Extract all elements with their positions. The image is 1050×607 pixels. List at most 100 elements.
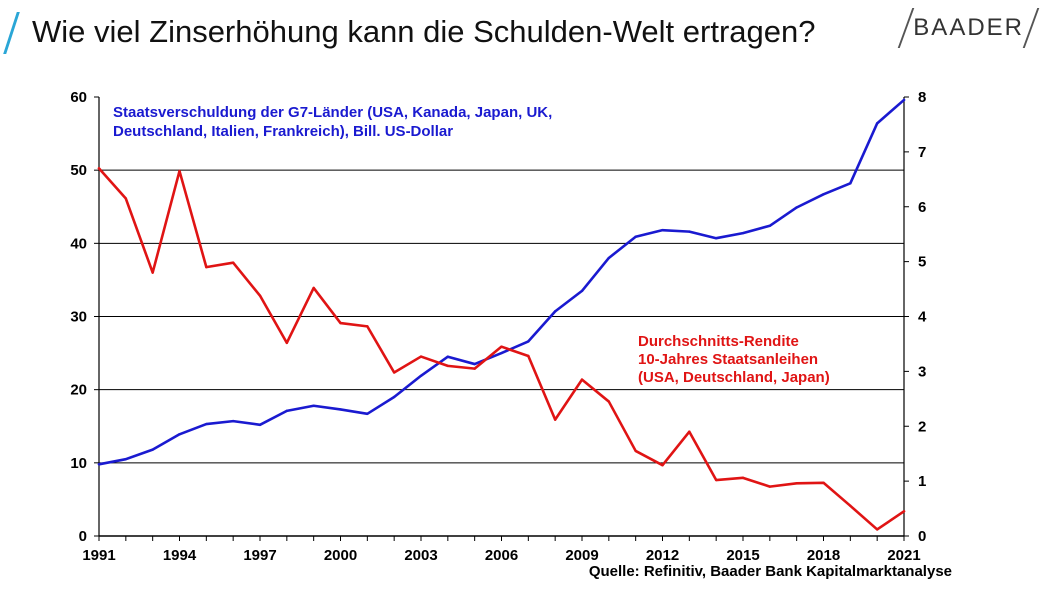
yield-data-point	[500, 345, 503, 348]
axes: 0 10 20 30 40 50 60 0 1 2 3 4 5 6 7 8 1991 1994 1997 2000 20…	[70, 89, 927, 564]
yield-data-point	[473, 367, 476, 370]
yield-data-point	[366, 325, 369, 328]
yield-data-point	[661, 464, 664, 467]
debt-data-point	[178, 433, 181, 436]
y-left-tick-label: 60	[70, 89, 87, 106]
y-left-tick-label: 10	[70, 455, 87, 472]
debt-data-point	[795, 206, 798, 209]
yield-data-point	[527, 354, 530, 358]
yield-data-point	[312, 286, 315, 290]
yield-data-point	[580, 378, 584, 381]
y-right-tick-label: 4	[918, 309, 927, 326]
debt-data-point	[688, 230, 691, 233]
y-left-tick-label: 30	[70, 309, 87, 326]
x-tick-label: 2006	[485, 547, 518, 564]
y-right-tick-label: 1	[918, 473, 926, 490]
debt-data-point	[124, 457, 128, 461]
y-right-tick-label: 6	[918, 199, 926, 216]
yield-data-point	[607, 400, 611, 403]
x-tick-label: 2009	[565, 547, 598, 564]
debt-data-point	[634, 235, 637, 238]
x-tick-label: 2012	[646, 547, 679, 564]
source-note: Quelle: Refinitiv, Baader Bank Kapitalma…	[589, 563, 952, 580]
debt-data-point	[607, 256, 611, 260]
yield-series-label-line: Durchschnitts-Rendite	[638, 333, 799, 350]
yield-data-point	[741, 476, 745, 480]
debt-data-point	[741, 231, 745, 235]
x-tick-label: 1991	[82, 547, 115, 564]
x-tick-label: 2015	[726, 547, 759, 564]
debt-data-point	[339, 408, 342, 411]
y-right-tick-label: 5	[918, 254, 926, 271]
yield-data-point	[285, 341, 289, 345]
yield-data-point	[97, 167, 101, 170]
debt-data-point	[768, 224, 772, 227]
yield-data-point	[124, 197, 128, 200]
debt-data-point	[500, 351, 503, 355]
x-tick-label: 1994	[163, 547, 197, 564]
x-tick-label: 2021	[887, 547, 920, 564]
series-labels: Staatsverschuldung der G7-Länder (USA, K…	[113, 104, 952, 580]
debt-series-label-line: Deutschland, Italien, Frankreich), Bill.…	[113, 123, 453, 140]
grid-lines	[99, 169, 904, 464]
yield-data-point	[446, 364, 450, 368]
debt-data-point	[714, 237, 718, 240]
y-right-tick-label: 2	[918, 418, 926, 435]
series-lines	[97, 98, 906, 531]
yield-data-point	[205, 265, 208, 269]
yield-data-point	[258, 294, 262, 297]
slide-title: Wie viel Zinserhöhung kann die Schulden-…	[32, 14, 816, 49]
debt-data-point	[312, 404, 315, 407]
y-left-tick-label: 0	[79, 528, 87, 545]
yield-series-label-line: 10-Jahres Staatsanleihen	[638, 351, 818, 368]
y-right-tick-label: 3	[918, 363, 926, 380]
x-tick-label: 2000	[324, 547, 357, 564]
yield-data-point	[849, 504, 852, 508]
debt-data-point	[580, 289, 584, 293]
yield-data-point	[714, 478, 718, 482]
debt-data-point	[661, 228, 664, 232]
logo-slash-left	[898, 8, 915, 48]
debt-data-point	[473, 362, 476, 366]
y-left-tick-label: 40	[70, 235, 87, 252]
yield-data-point	[553, 418, 557, 421]
y-right-tick-label: 0	[918, 528, 926, 545]
debt-data-point	[366, 412, 369, 416]
yield-data-point	[339, 321, 342, 325]
debt-data-point	[849, 182, 852, 185]
debt-data-point	[231, 419, 235, 423]
yield-data-point	[151, 271, 154, 274]
debt-data-point	[875, 122, 879, 125]
yield-data-point	[419, 355, 423, 358]
logo-slash-right	[1022, 8, 1040, 48]
brand-logo: BAADER	[898, 8, 1040, 48]
debt-data-point	[258, 423, 262, 426]
debt-series-line	[97, 98, 906, 466]
yield-data-point	[768, 485, 772, 488]
debt-data-point	[902, 98, 906, 102]
x-tick-label: 2003	[404, 547, 437, 564]
chart-area: 0 10 20 30 40 50 60 0 1 2 3 4 5 6 7 8 1991 1994 1997 2000 20…	[0, 60, 1050, 602]
yield-data-point	[688, 430, 691, 433]
yield-data-point	[634, 449, 637, 453]
y-right-tick-label: 7	[918, 144, 926, 161]
y-left-tick-label: 20	[70, 382, 87, 399]
yield-data-point	[392, 371, 396, 374]
y-left-tick-label: 50	[70, 162, 87, 179]
yield-data-point	[795, 482, 798, 485]
debt-data-point	[205, 422, 208, 426]
yield-data-point	[178, 169, 181, 173]
debt-data-point	[151, 448, 154, 451]
dual-axis-line-chart: 0 10 20 30 40 50 60 0 1 2 3 4 5 6 7 8 1991 1994 1997 2000 20…	[70, 89, 952, 580]
title-accent-slash	[3, 12, 20, 54]
debt-data-point	[527, 340, 530, 343]
debt-data-point	[97, 463, 101, 466]
brand-wordmark: BAADER	[913, 14, 1024, 41]
x-tick-label: 2018	[807, 547, 840, 564]
debt-data-point	[285, 409, 289, 413]
yield-data-point	[822, 481, 825, 484]
debt-data-point	[419, 374, 423, 377]
debt-data-point	[822, 193, 825, 196]
yield-data-point	[875, 528, 879, 531]
yield-data-point	[231, 261, 235, 264]
